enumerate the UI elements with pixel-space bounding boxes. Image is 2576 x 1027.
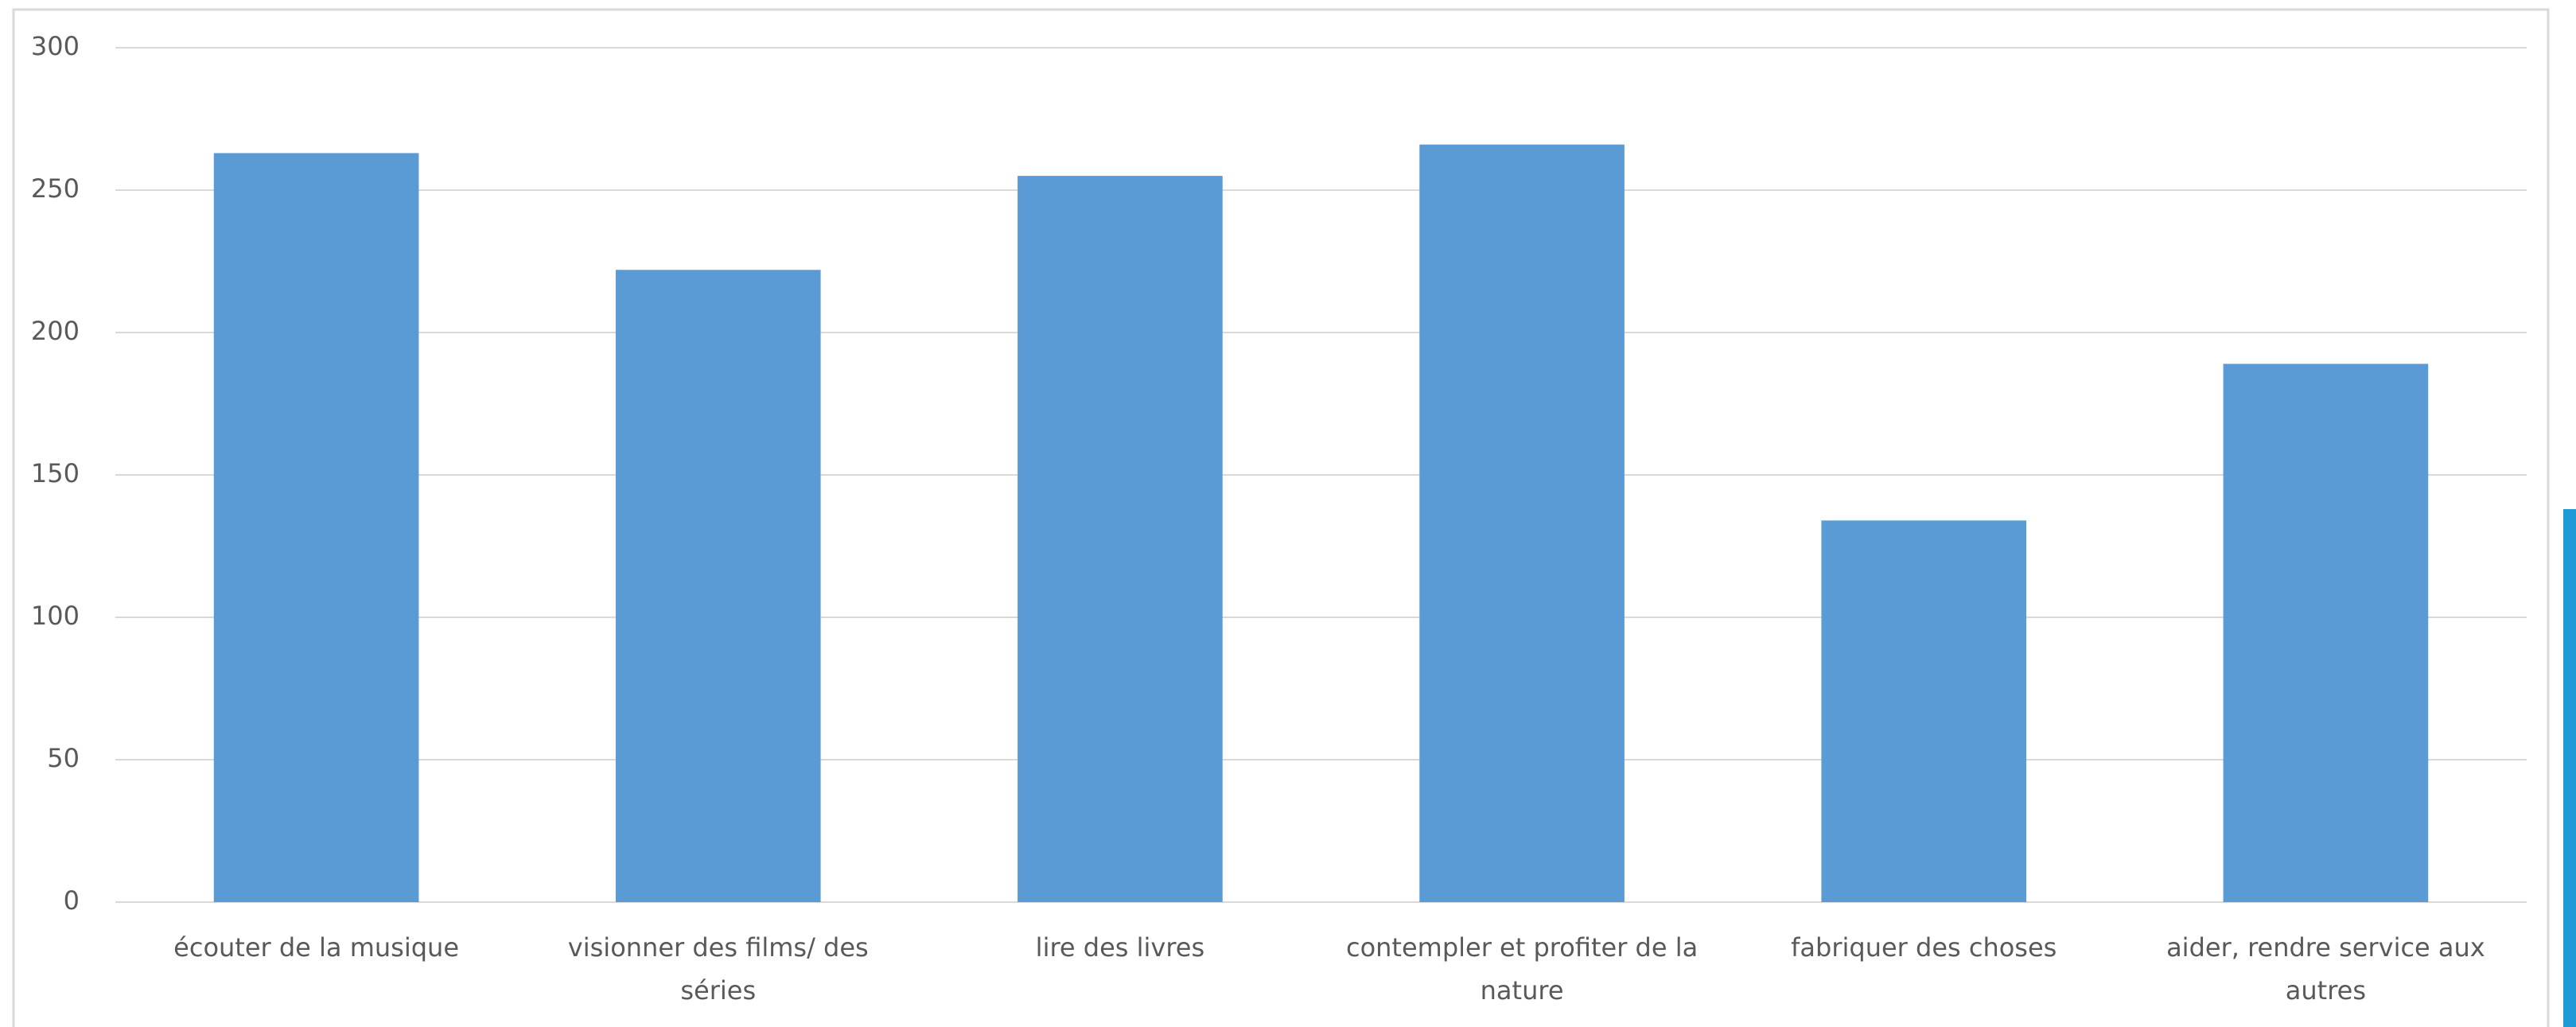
x-tick-label: visionner des films/ des séries <box>567 932 869 1006</box>
x-tick-label: contempler et profiter de la nature <box>1345 932 1699 1006</box>
chart-frame <box>12 8 2550 1027</box>
x-tick-label: aider, rendre service aux autres <box>2166 932 2485 1006</box>
y-tick-label: 250 <box>31 173 80 204</box>
bar <box>2223 364 2429 902</box>
y-tick-label: 100 <box>31 601 80 631</box>
bar <box>615 270 821 902</box>
bar <box>1419 144 1625 903</box>
bar <box>1018 176 1223 903</box>
x-tick-label: lire des livres <box>1035 932 1205 963</box>
y-tick-label: 50 <box>47 743 80 773</box>
x-tick-label: fabriquer des choses <box>1791 932 2057 963</box>
y-tick-label: 300 <box>31 31 80 61</box>
y-tick-label: 200 <box>31 316 80 346</box>
bar <box>213 153 419 902</box>
bar <box>1821 520 2027 902</box>
x-tick-label: écouter de la musique <box>173 932 459 963</box>
side-stripe <box>2563 509 2576 1027</box>
y-tick-label: 150 <box>31 458 80 488</box>
y-tick-label: 0 <box>64 885 80 916</box>
